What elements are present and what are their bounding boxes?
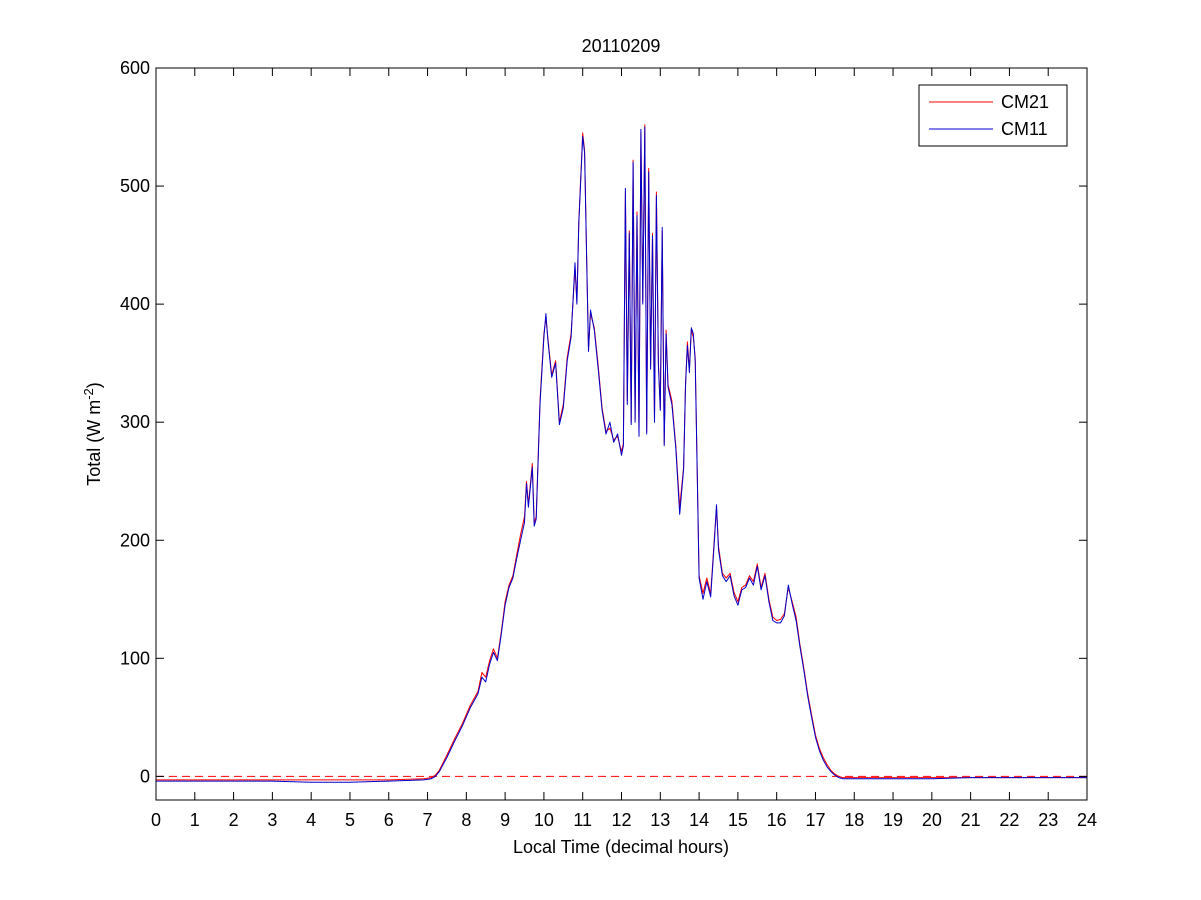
x-axis-label: Local Time (decimal hours): [513, 837, 729, 857]
x-tick-label: 4: [306, 810, 316, 830]
x-tick-label: 5: [345, 810, 355, 830]
x-tick-label: 23: [1038, 810, 1058, 830]
x-tick-label: 15: [728, 810, 748, 830]
y-tick-label: 200: [120, 530, 150, 550]
x-tick-label: 7: [423, 810, 433, 830]
y-tick-label: 600: [120, 58, 150, 78]
x-tick-label: 11: [573, 810, 592, 830]
x-tick-label: 17: [805, 810, 825, 830]
x-tick-label: 20: [922, 810, 942, 830]
x-tick-label: 12: [611, 810, 631, 830]
x-tick-label: 8: [461, 810, 471, 830]
legend-label-cm21: CM21: [1001, 92, 1049, 112]
y-axis-label-text: Total (W m: [84, 400, 104, 486]
legend: CM21 CM11: [918, 84, 1068, 147]
x-tick-label: 16: [767, 810, 787, 830]
x-tick-label: 10: [534, 810, 554, 830]
x-tick-label: 24: [1077, 810, 1097, 830]
y-tick-label: 400: [120, 294, 150, 314]
x-tick-label: 9: [500, 810, 510, 830]
y-axis-label-close: ): [84, 382, 104, 388]
x-tick-label: 3: [267, 810, 277, 830]
series-line-cm11: [156, 126, 1087, 783]
x-tick-label: 21: [961, 810, 981, 830]
y-tick-label: 500: [120, 176, 150, 196]
plot-area: [155, 67, 1088, 801]
legend-box: [918, 84, 1068, 147]
y-axis-label-superscript: -2: [81, 388, 96, 400]
y-tick-label: 100: [120, 648, 150, 668]
y-axis-label: Total (W m-2): [81, 382, 104, 486]
x-tick-label: 19: [883, 810, 903, 830]
y-tick-label: 0: [140, 766, 150, 786]
x-tick-label: 1: [190, 810, 200, 830]
y-tick-label: 300: [120, 412, 150, 432]
x-axis: 0 1 2 3 4 5 6 7 8 9 10 11 12 13 14 15 16 17 18 19 20 21 22 23 24: [151, 68, 1097, 830]
y-axis: 0 100 200 300 400 500 600: [120, 58, 1087, 786]
x-tick-label: 14: [689, 810, 709, 830]
chart-title: 20110209: [582, 36, 661, 56]
x-tick-label: 18: [844, 810, 864, 830]
x-tick-label: 2: [229, 810, 239, 830]
series-line-cm21: [156, 124, 1087, 781]
x-tick-label: 6: [384, 810, 394, 830]
plot-frame: [155, 67, 1088, 801]
x-tick-label: 22: [999, 810, 1019, 830]
x-tick-label: 13: [650, 810, 670, 830]
legend-label-cm11: CM11: [1001, 119, 1048, 139]
x-tick-label: 0: [151, 810, 161, 830]
